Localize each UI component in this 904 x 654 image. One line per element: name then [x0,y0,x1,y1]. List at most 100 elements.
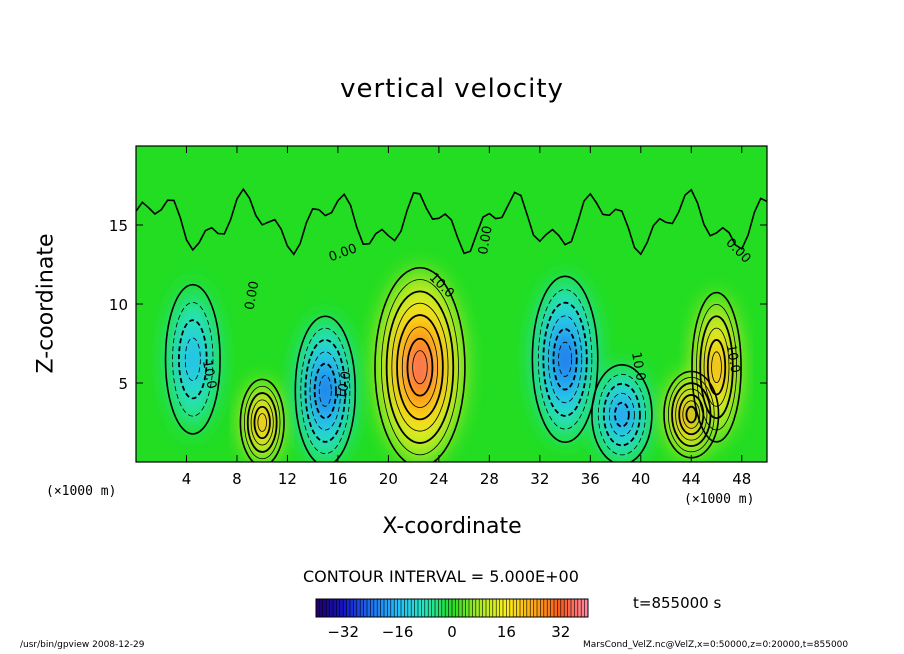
x-tick-label: 12 [278,470,297,488]
zero-contour [239,378,285,462]
colorbar-segment [509,599,514,617]
contour-label: 0.00 [476,225,496,256]
colorbar-segment [356,599,361,617]
colorbar-segment [486,599,490,617]
colorbar-segment [316,599,320,617]
contour-line [172,302,214,417]
colorbar-segment [496,599,501,617]
contour-line [178,319,208,400]
colorbar-tick-label: −32 [327,623,359,641]
contour-line [309,351,341,431]
colorbar-tick-label: 32 [551,623,570,641]
contour-line [250,399,274,446]
colorbar-segment [353,599,358,617]
x-tick-label: 28 [480,470,499,488]
colorbar-segment [567,599,572,617]
contour-line [396,314,444,421]
contour-line [381,279,459,456]
colorbar-segment [448,599,453,617]
colorbar-segment [560,599,565,617]
x-tick-label: 44 [682,470,701,488]
colorbar-segment [407,599,412,617]
contour-line [706,339,727,396]
zero-contour [591,364,653,462]
colorbar-segment [411,599,416,617]
colorbar-segment [326,599,331,617]
colorbar-segment [557,599,562,617]
colorbar-segment [346,599,351,617]
contour-line [614,401,630,428]
y-tick-label: 10 [109,296,128,314]
colorbar-segment [363,599,368,617]
contour-line [313,362,337,420]
colorbar-tick-label: 0 [447,623,457,641]
colorbar-segment [543,599,548,617]
contour-line [703,327,730,407]
x-tick-label: 8 [232,470,242,488]
colorbar-segment [554,599,558,617]
contour-line [412,350,428,385]
colorbar-segment [479,599,484,617]
contour-line [667,376,715,453]
colorbar-segment [516,599,521,617]
colorbar-segment [574,599,579,617]
colorbar-segment [550,599,555,617]
contour-line [537,289,593,430]
colorbar-segment [373,599,378,617]
colorbar-segment [319,599,324,617]
colorbar-segment [513,599,518,617]
colorbar-segment [343,599,348,617]
colorbar-segment [360,599,365,617]
x-tick-label: 40 [631,470,650,488]
contour-line [608,392,635,437]
colorbar-segment [533,599,538,617]
contour-line [257,413,267,432]
contour-label: 10.0 [628,351,648,382]
zero-contour [164,283,221,435]
x-tick-label: 16 [328,470,347,488]
colorbar-segment [384,599,388,617]
contour-line [699,315,734,420]
contour-line [246,392,278,453]
contour-line [675,388,708,441]
x-scale-label: (×1000 m) [684,492,755,507]
colorbar-segment [475,599,480,617]
contour-label: 0.00 [243,280,263,311]
colorbar-segment [336,599,341,617]
x-tick-label: 32 [530,470,549,488]
colorbar-segment [526,599,531,617]
chart-title: vertical velocity [340,74,564,104]
colorbar-segment [581,599,586,617]
x-tick-label: 48 [732,470,751,488]
colorbar-segment [350,599,354,617]
colorbar-segment [506,599,511,617]
contour-line [548,315,583,404]
colorbar-segment [577,599,582,617]
colorbar-segment [370,599,375,617]
zero-contour [294,315,357,462]
colorbar-segment [462,599,467,617]
colorbar-segment [458,599,463,617]
contour-line [685,405,698,424]
colorbar-segment [530,599,535,617]
velocity-cell-downdraft [530,272,600,447]
colorbar-segment [390,599,395,617]
colorbar-frame [315,598,589,618]
contour-line [542,301,588,417]
colorbar-segment [339,599,344,617]
contour-line [406,337,434,397]
x-tick-label: 4 [182,470,192,488]
colorbar-segment [571,599,575,617]
colorbar-segment [387,599,392,617]
contour-line [184,337,201,382]
contour-line [253,405,271,440]
upper-zero-contour [136,187,767,256]
y-scale-label: (×1000 m) [46,484,117,499]
colorbar-segment [329,599,334,617]
y-tick-label: 15 [109,217,128,235]
contour-line [385,290,455,444]
contour-label: 10.0 [723,343,743,374]
colorbar-segment [435,599,439,617]
colorbar-segment [469,599,473,617]
